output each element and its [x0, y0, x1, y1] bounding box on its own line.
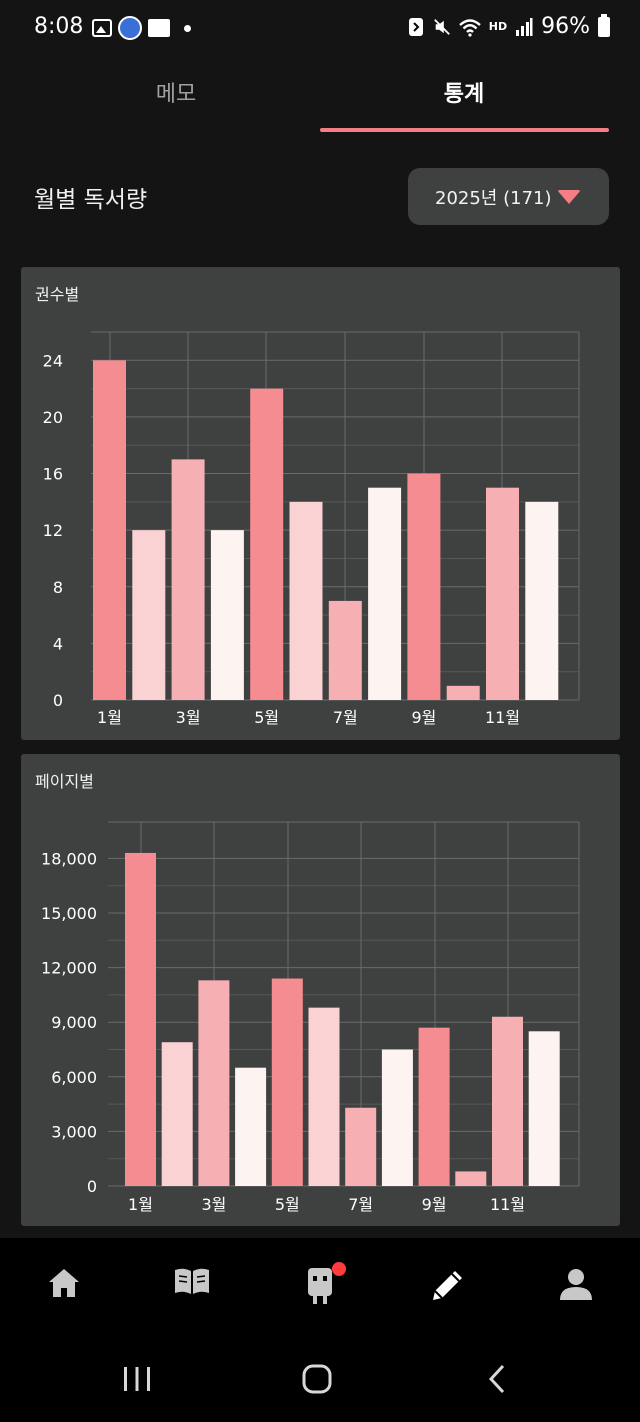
nav-profile-button[interactable] — [546, 1266, 606, 1316]
notification-icons — [92, 16, 191, 40]
chart-card-books: 권수별 0 4 8 12 16 20 24 1월 3월 5월 7월 9월 11월 — [21, 267, 620, 740]
y-tick-label: 0 — [87, 1177, 97, 1196]
x-tick-label: 9월 — [422, 1195, 447, 1214]
wifi-icon — [458, 18, 481, 37]
y-tick-label: 24 — [43, 351, 63, 370]
bar-11[interactable] — [486, 487, 519, 700]
bar-2[interactable] — [161, 1042, 193, 1186]
status-bar: 8:08 HD 96% — [0, 0, 640, 58]
x-tick-label: 11월 — [490, 1195, 525, 1214]
bar-1[interactable] — [125, 852, 156, 1186]
pages-bar-chart: 0 3,000 6,000 9,000 12,000 15,000 18,000 1월 3월 5월… — [41, 821, 580, 1214]
system-home-button[interactable] — [292, 1362, 342, 1396]
y-tick-label: 12 — [43, 521, 63, 540]
pencil-icon — [433, 1271, 462, 1300]
chart-title-books: 권수별 — [35, 285, 80, 304]
nav-library-button[interactable] — [162, 1266, 222, 1316]
gallery-notification-icon — [92, 19, 112, 37]
bar-9[interactable] — [418, 1027, 450, 1186]
bar-10[interactable] — [455, 1171, 487, 1186]
y-tick-label: 20 — [43, 408, 63, 427]
tab-stats[interactable]: 통계 — [443, 82, 485, 107]
nfc-icon — [408, 17, 423, 36]
x-tick-label: 11월 — [485, 708, 520, 727]
battery-icon — [598, 13, 610, 37]
chart-card-pages: 페이지별 0 3,000 6,000 9,000 12,000 15,000 18,000 1… — [21, 754, 620, 1226]
more-notifications-icon — [184, 24, 191, 32]
top-tabs: 메모 통계 — [0, 60, 640, 134]
bar-7[interactable] — [345, 1107, 377, 1186]
bar-2[interactable] — [132, 530, 166, 700]
x-tick-label: 1월 — [128, 1195, 153, 1214]
y-tick-label: 9,000 — [51, 1013, 97, 1032]
section-title: 월별 독서량 — [34, 187, 148, 213]
bar-12[interactable] — [525, 501, 559, 700]
y-tick-label: 0 — [53, 691, 63, 710]
y-tick-label: 16 — [43, 465, 63, 484]
app2-notification-icon — [148, 19, 170, 37]
y-tick-label: 18,000 — [41, 849, 97, 868]
bar-6[interactable] — [308, 1007, 340, 1186]
y-tick-label: 15,000 — [41, 904, 97, 923]
caret-down-icon — [557, 190, 581, 204]
y-tick-label: 8 — [53, 578, 63, 597]
signal-icon — [516, 17, 533, 36]
bar-11[interactable] — [492, 1016, 523, 1186]
recents-icon — [124, 1367, 150, 1391]
y-tick-label: 4 — [53, 634, 63, 653]
bar-3[interactable] — [198, 980, 230, 1186]
x-tick-label: 7월 — [333, 708, 358, 727]
x-tick-label: 1월 — [97, 708, 122, 727]
x-tick-label: 7월 — [348, 1195, 373, 1214]
bar-10[interactable] — [446, 685, 480, 700]
bottom-nav — [0, 1238, 640, 1334]
battery-percent: 96% — [541, 14, 590, 39]
bar-1[interactable] — [93, 360, 126, 700]
nav-home-button[interactable] — [34, 1266, 94, 1316]
y-tick-label: 12,000 — [41, 959, 97, 978]
x-tick-label: 3월 — [176, 708, 201, 727]
book-icon — [175, 1268, 209, 1294]
year-select-value: 2025년 (171) — [435, 187, 552, 209]
back-icon — [488, 1364, 505, 1394]
y-tick-label: 6,000 — [51, 1068, 97, 1087]
bar-3[interactable] — [171, 459, 205, 700]
chart-title-pages: 페이지별 — [35, 772, 94, 791]
recents-button[interactable] — [112, 1362, 162, 1396]
user-icon — [560, 1269, 592, 1300]
y-tick-label: 3,000 — [51, 1122, 97, 1141]
back-button[interactable] — [472, 1362, 522, 1396]
bar-8[interactable] — [381, 1049, 413, 1187]
x-tick-label: 5월 — [254, 708, 279, 727]
status-right-icons: HD 96% — [407, 13, 610, 39]
x-tick-label: 9월 — [411, 708, 436, 727]
bar-6[interactable] — [289, 501, 323, 700]
tab-memo[interactable]: 메모 — [155, 82, 197, 107]
bar-4[interactable] — [235, 1067, 267, 1186]
home-circle-icon — [302, 1364, 332, 1394]
mute-icon — [433, 18, 450, 35]
bar-5[interactable] — [250, 388, 284, 700]
bar-7[interactable] — [328, 600, 362, 700]
nav-bot-button[interactable] — [290, 1262, 350, 1316]
books-bar-chart: 0 4 8 12 16 20 24 1월 3월 5월 7월 9월 11월 — [43, 331, 580, 727]
bar-12[interactable] — [528, 1031, 560, 1186]
app-notification-icon — [118, 16, 142, 40]
bar-4[interactable] — [210, 530, 244, 700]
bar-8[interactable] — [368, 487, 402, 700]
bar-5[interactable] — [271, 978, 303, 1186]
x-tick-label: 3월 — [201, 1195, 226, 1214]
status-time: 8:08 — [34, 14, 84, 39]
year-select[interactable]: 2025년 (171) — [408, 168, 609, 225]
bar-9[interactable] — [407, 473, 441, 700]
x-tick-label: 5월 — [275, 1195, 300, 1214]
home-icon — [49, 1269, 79, 1297]
hd-voice-icon: HD — [488, 20, 508, 33]
system-nav-bar — [0, 1334, 640, 1422]
nav-write-button[interactable] — [418, 1266, 478, 1316]
active-tab-indicator — [320, 128, 609, 132]
notification-badge — [332, 1262, 346, 1276]
robot-icon — [308, 1268, 332, 1304]
